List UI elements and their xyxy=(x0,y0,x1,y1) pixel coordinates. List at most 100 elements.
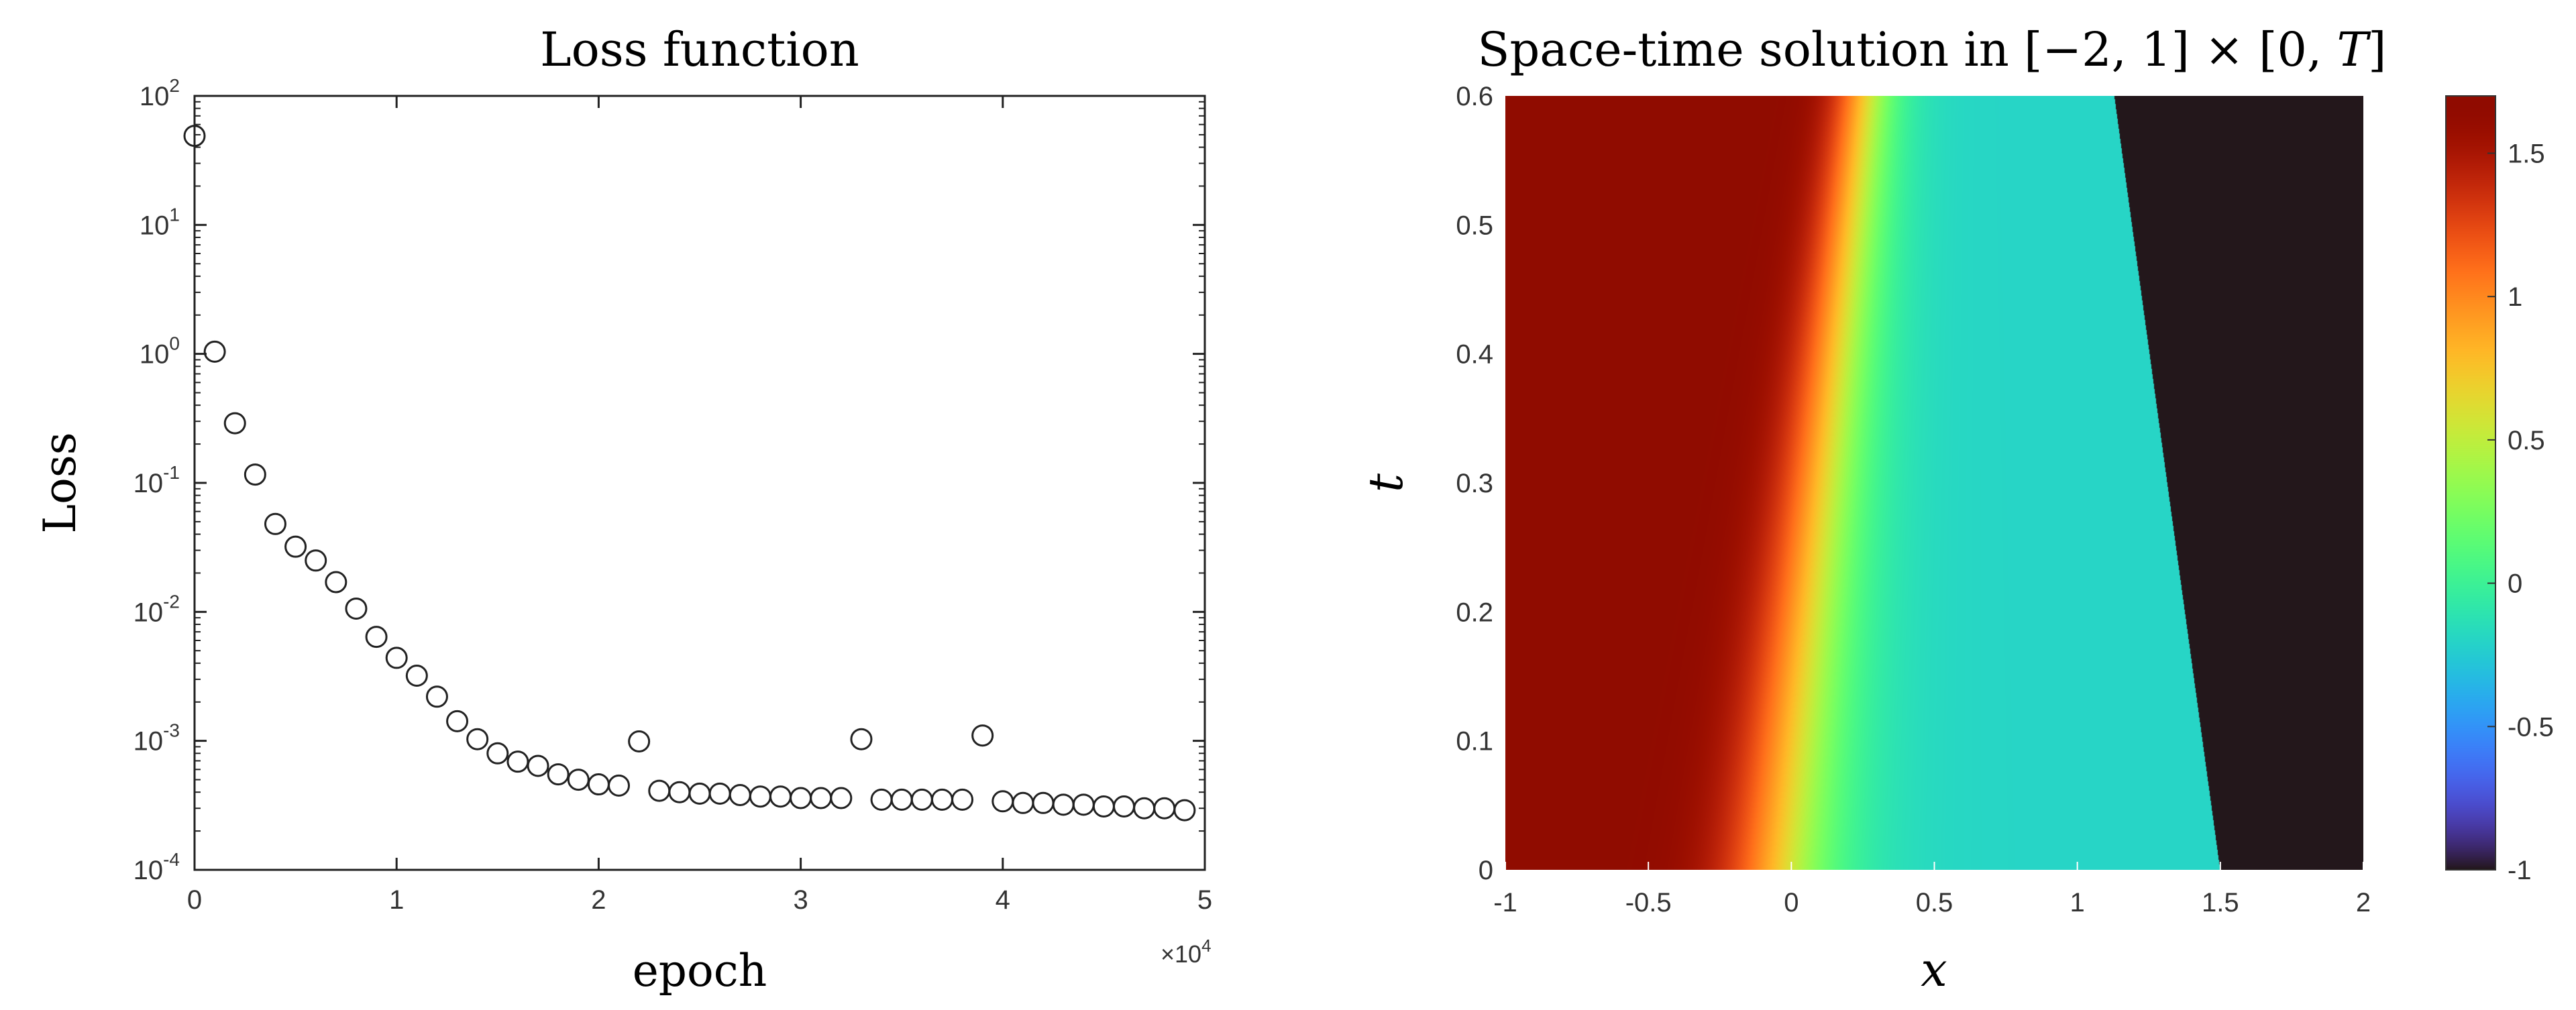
x-tick-label: 3 xyxy=(793,885,808,915)
data-point xyxy=(1012,791,1034,814)
data-point xyxy=(830,787,853,809)
data-point xyxy=(183,125,206,148)
data-point xyxy=(506,750,529,773)
y-tick-label: 10-1 xyxy=(133,462,180,498)
data-point xyxy=(325,571,347,594)
heatmap-xlabel: x xyxy=(1921,942,1947,997)
colorbar-tick-label: -1 xyxy=(2508,856,2532,885)
x-tick-label: 4 xyxy=(996,885,1010,915)
data-point xyxy=(1052,793,1075,816)
data-point xyxy=(567,769,590,791)
loss-points xyxy=(183,125,1196,822)
y-tick-label: 0 xyxy=(1479,856,1493,885)
y-tick-label: 0.6 xyxy=(1456,82,1493,111)
x-tick-label: 1 xyxy=(2070,888,2085,917)
data-point xyxy=(264,512,286,535)
data-point xyxy=(244,463,266,486)
y-tick-label: 100 xyxy=(140,333,180,370)
loss-x-multiplier: ×104 xyxy=(1161,936,1212,968)
data-point xyxy=(790,787,812,809)
x-tick-label: 0 xyxy=(1784,888,1799,917)
heatmap-axes: -1 -0.5 0 0.5 1 1.5 2 0 0.1 0.2 0.3 0.4 0.5 0.6 xyxy=(1456,82,2371,917)
data-point xyxy=(446,710,469,732)
loss-title: Loss function xyxy=(540,22,859,77)
colorbar-tick-label: 0 xyxy=(2508,569,2522,599)
x-tick-label: 0.5 xyxy=(1916,888,1953,917)
x-tick-label: 2 xyxy=(2356,888,2371,917)
heatmap-image xyxy=(1505,96,2363,870)
data-point xyxy=(930,788,953,811)
y-tick-label: 0.1 xyxy=(1456,727,1493,756)
data-point xyxy=(365,626,388,649)
data-point xyxy=(1113,795,1136,818)
data-point xyxy=(1173,799,1196,822)
colorbar-tick-label: -0.5 xyxy=(2508,712,2554,742)
data-point xyxy=(628,730,651,753)
colorbar-tick-label: 1 xyxy=(2508,282,2522,312)
data-point xyxy=(870,788,893,811)
data-point xyxy=(971,724,994,747)
data-point xyxy=(405,665,428,687)
data-point xyxy=(223,412,246,435)
x-tick-label: 1 xyxy=(389,885,404,915)
data-point xyxy=(810,787,833,809)
colorbar-gradient xyxy=(2446,96,2496,870)
colorbar-tick-label: 1.5 xyxy=(2508,139,2545,168)
data-point xyxy=(203,340,226,363)
data-point xyxy=(708,782,731,805)
data-point xyxy=(527,754,549,777)
colorbar-frame xyxy=(2445,95,2496,871)
data-point xyxy=(587,773,610,796)
data-point xyxy=(1153,797,1176,820)
heatmap-ylabel: t xyxy=(1358,473,1413,492)
y-tick-label: 0.2 xyxy=(1456,598,1493,627)
x-tick-label: 2 xyxy=(591,885,606,915)
y-tick-label: 101 xyxy=(140,204,180,240)
y-tick-label: 10-3 xyxy=(133,720,180,756)
data-point xyxy=(608,774,631,797)
data-point xyxy=(1032,791,1055,814)
loss-xlabel: epoch xyxy=(633,945,767,997)
data-point xyxy=(466,728,489,750)
data-point xyxy=(890,788,913,811)
data-point xyxy=(850,728,873,750)
data-point xyxy=(425,685,448,708)
data-point xyxy=(991,790,1014,813)
y-tick-label: 0.3 xyxy=(1456,469,1493,498)
data-point xyxy=(1072,793,1095,816)
loss-ylabel: Loss xyxy=(34,432,86,533)
y-tick-label: 10-2 xyxy=(133,591,180,627)
x-tick-label: 0 xyxy=(187,885,202,915)
y-tick-label: 0.5 xyxy=(1456,211,1493,240)
data-point xyxy=(385,647,408,669)
data-point xyxy=(486,742,509,765)
y-tick-label: 10-4 xyxy=(133,849,180,885)
data-point xyxy=(951,788,974,811)
x-tick-label: 5 xyxy=(1197,885,1212,915)
data-point xyxy=(668,781,691,803)
data-point xyxy=(729,783,751,806)
x-tick-label: 1.5 xyxy=(2202,888,2239,917)
loss-axes: 0 1 2 3 4 5 102 101 100 10-1 10-2 10-3 10-4 xyxy=(133,75,1213,915)
colorbar-tick-label: 0.5 xyxy=(2508,426,2545,455)
y-tick-label: 0.4 xyxy=(1456,340,1493,370)
data-point xyxy=(305,549,327,572)
data-point xyxy=(769,785,792,808)
data-point xyxy=(688,782,711,805)
x-tick-label: -1 xyxy=(1493,888,1517,917)
data-point xyxy=(910,788,933,811)
heatmap-title: Space-time solution in [−2, 1] × [0, T] xyxy=(1478,22,2387,77)
data-point xyxy=(648,779,671,802)
data-point xyxy=(1133,797,1156,820)
x-tick-label: -0.5 xyxy=(1625,888,1672,917)
data-point xyxy=(345,597,368,620)
loss-plot-frame xyxy=(193,95,1206,871)
data-point xyxy=(284,535,307,558)
y-tick-label: 102 xyxy=(140,75,180,111)
data-point xyxy=(547,763,570,786)
data-point xyxy=(1092,795,1115,818)
colorbar-axes: -1 -0.5 0 0.5 1 1.5 xyxy=(2445,95,2554,885)
data-point xyxy=(749,785,771,808)
